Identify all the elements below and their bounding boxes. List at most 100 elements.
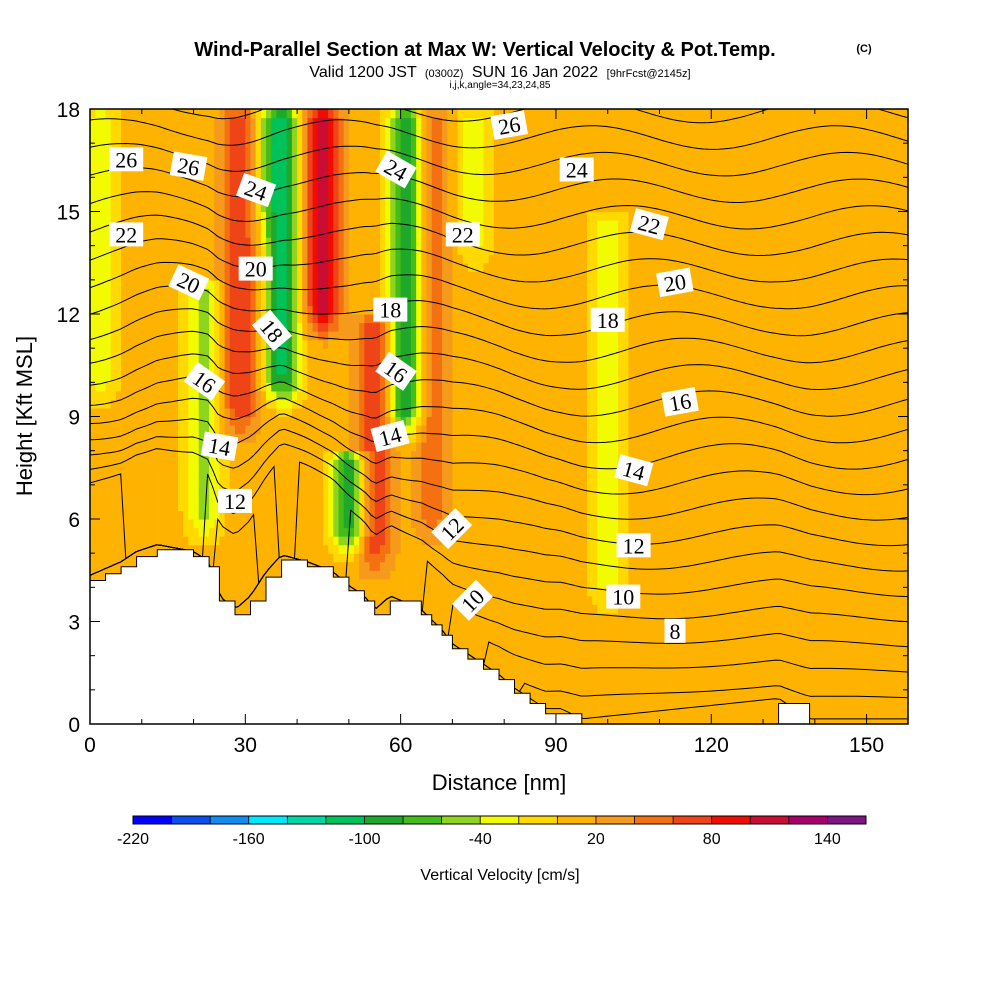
- velocity-cell: [307, 527, 314, 537]
- velocity-cell: [421, 194, 428, 204]
- velocity-cell: [333, 296, 340, 307]
- velocity-cell: [421, 211, 428, 221]
- velocity-cell: [421, 339, 428, 349]
- velocity-cell: [317, 339, 324, 349]
- velocity-cell: [317, 168, 324, 178]
- velocity-cell: [281, 271, 288, 281]
- velocity-cell: [276, 160, 283, 170]
- velocity-cell: [172, 544, 179, 554]
- velocity-cell: [141, 425, 148, 435]
- velocity-cell: [317, 450, 324, 460]
- velocity-cell: [333, 143, 340, 153]
- velocity-cell: [178, 536, 184, 546]
- velocity-cell: [250, 433, 257, 443]
- velocity-cell: [333, 510, 340, 520]
- velocity-cell: [245, 425, 252, 435]
- velocity-cell: [214, 109, 221, 119]
- velocity-cell: [436, 185, 443, 196]
- velocity-cell: [348, 416, 355, 426]
- velocity-cell: [312, 536, 319, 546]
- velocity-cell: [276, 143, 283, 153]
- velocity-cell: [297, 527, 303, 537]
- velocity-cell: [271, 433, 277, 443]
- velocity-cell: [322, 185, 329, 196]
- velocity-cell: [421, 407, 428, 418]
- velocity-cell: [359, 399, 365, 409]
- velocity-cell: [162, 177, 169, 187]
- velocity-cell: [115, 536, 122, 546]
- velocity-cell: [276, 570, 283, 580]
- velocity-cell: [276, 305, 283, 315]
- velocity-cell: [416, 151, 422, 161]
- velocity-cell: [343, 271, 350, 281]
- velocity-cell: [322, 168, 329, 178]
- velocity-cell: [178, 109, 184, 119]
- velocity-cell: [209, 185, 215, 196]
- velocity-cell: [359, 553, 365, 563]
- velocity-cell: [379, 109, 386, 119]
- velocity-cell: [436, 459, 443, 469]
- velocity-cell: [146, 228, 153, 238]
- velocity-cell: [110, 399, 117, 409]
- velocity-cell: [126, 331, 133, 341]
- velocity-cell: [178, 117, 184, 127]
- velocity-cell: [281, 433, 288, 443]
- velocity-cell: [178, 348, 184, 358]
- velocity-cell: [245, 459, 252, 469]
- velocity-cell: [297, 271, 303, 281]
- velocity-cell: [385, 510, 391, 520]
- velocity-cell: [322, 493, 329, 503]
- velocity-cell: [385, 519, 391, 529]
- velocity-cell: [312, 177, 319, 187]
- velocity-cell: [328, 305, 334, 315]
- velocity-cell: [286, 450, 293, 460]
- velocity-cell: [203, 211, 210, 221]
- velocity-cell: [240, 373, 246, 383]
- velocity-cell: [359, 314, 365, 324]
- velocity-cell: [343, 510, 350, 520]
- velocity-cell: [250, 160, 257, 170]
- velocity-cell: [100, 339, 107, 349]
- velocity-cell: [95, 143, 101, 153]
- velocity-cell: [95, 484, 101, 494]
- velocity-cell: [178, 339, 184, 349]
- velocity-cell: [390, 143, 397, 153]
- velocity-cell: [172, 254, 179, 264]
- velocity-cell: [90, 399, 96, 409]
- velocity-cell: [183, 262, 189, 272]
- velocity-cell: [250, 416, 257, 426]
- velocity-cell: [121, 279, 127, 289]
- velocity-cell: [328, 262, 334, 272]
- velocity-cell: [405, 348, 412, 358]
- velocity-cell: [271, 510, 277, 520]
- velocity-cell: [229, 510, 236, 520]
- velocity-cell: [115, 279, 122, 289]
- velocity-cell: [317, 194, 324, 204]
- velocity-cell: [442, 467, 448, 477]
- velocity-cell: [126, 271, 133, 281]
- velocity-cell: [188, 314, 195, 324]
- velocity-cell: [291, 331, 298, 341]
- velocity-cell: [167, 185, 174, 196]
- velocity-cell: [90, 459, 96, 469]
- velocity-cell: [328, 501, 334, 512]
- velocity-cell: [146, 211, 153, 221]
- velocity-cell: [250, 519, 257, 529]
- velocity-cell: [395, 476, 402, 486]
- velocity-cell: [240, 407, 246, 418]
- velocity-cell: [395, 519, 402, 529]
- velocity-cell: [214, 220, 221, 230]
- velocity-cell: [141, 109, 148, 119]
- velocity-cell: [421, 288, 428, 298]
- velocity-cell: [291, 228, 298, 238]
- velocity-cell: [214, 501, 221, 512]
- velocity-cell: [115, 467, 122, 477]
- velocity-cell: [395, 143, 402, 153]
- velocity-cell: [390, 117, 397, 127]
- velocity-cell: [250, 314, 257, 324]
- velocity-cell: [276, 433, 283, 443]
- velocity-cell: [431, 220, 438, 230]
- velocity-cell: [266, 493, 272, 503]
- velocity-cell: [229, 177, 236, 187]
- velocity-cell: [442, 407, 448, 418]
